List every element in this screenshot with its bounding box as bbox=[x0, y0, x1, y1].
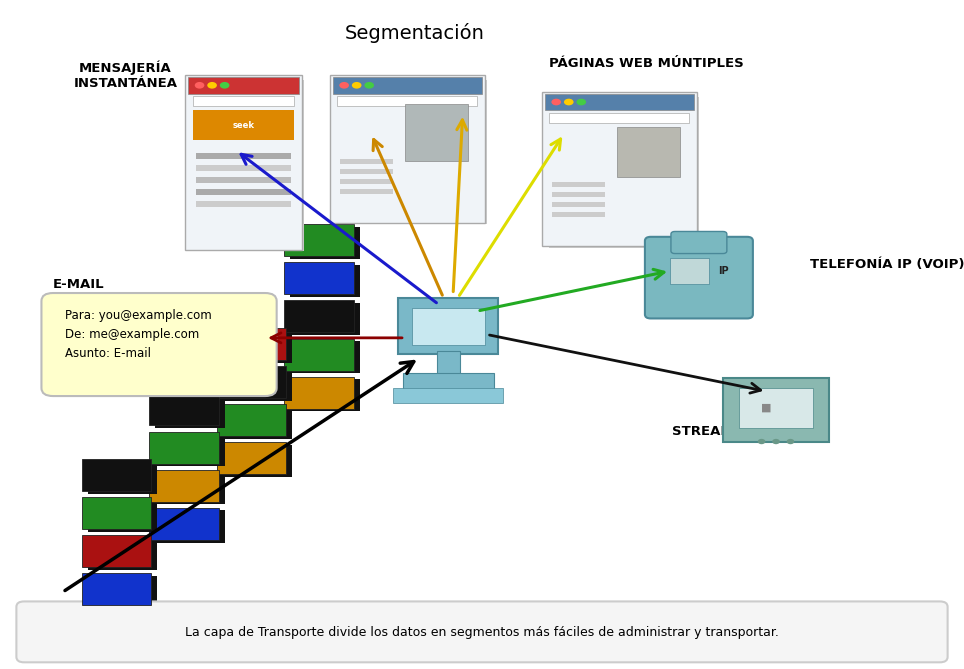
Bar bbox=[340, 159, 393, 164]
Bar bbox=[82, 497, 151, 529]
Bar bbox=[670, 258, 709, 284]
FancyBboxPatch shape bbox=[403, 373, 494, 391]
Text: MENSAJERÍA
INSTANTÁNEA: MENSAJERÍA INSTANTÁNEA bbox=[73, 60, 177, 90]
FancyBboxPatch shape bbox=[337, 80, 487, 224]
Bar bbox=[88, 538, 157, 570]
FancyBboxPatch shape bbox=[41, 293, 277, 396]
FancyBboxPatch shape bbox=[542, 92, 697, 246]
Bar bbox=[188, 77, 299, 94]
Text: seek: seek bbox=[232, 120, 254, 130]
Bar bbox=[196, 165, 291, 171]
Bar bbox=[552, 192, 605, 197]
Bar bbox=[549, 113, 689, 123]
Bar bbox=[217, 328, 286, 360]
Circle shape bbox=[352, 82, 362, 89]
Bar bbox=[217, 366, 286, 398]
Bar bbox=[290, 379, 360, 411]
Bar bbox=[223, 407, 292, 439]
Bar bbox=[284, 339, 354, 371]
FancyBboxPatch shape bbox=[398, 298, 498, 354]
FancyBboxPatch shape bbox=[645, 237, 753, 318]
Bar bbox=[196, 177, 291, 183]
Bar bbox=[223, 330, 292, 363]
Text: TELEFONÍA IP (VOIP): TELEFONÍA IP (VOIP) bbox=[810, 258, 964, 271]
Circle shape bbox=[576, 98, 586, 105]
Bar bbox=[217, 404, 286, 436]
Bar bbox=[196, 153, 291, 159]
Bar bbox=[552, 212, 605, 217]
Bar bbox=[82, 459, 151, 491]
Bar bbox=[155, 434, 225, 466]
Circle shape bbox=[364, 82, 374, 89]
Bar bbox=[284, 377, 354, 409]
FancyBboxPatch shape bbox=[671, 231, 727, 254]
Bar bbox=[437, 351, 460, 375]
Circle shape bbox=[220, 82, 229, 89]
Circle shape bbox=[195, 82, 204, 89]
Circle shape bbox=[772, 439, 780, 444]
Bar bbox=[193, 96, 294, 106]
Bar bbox=[155, 510, 225, 543]
Text: IP: IP bbox=[717, 266, 729, 276]
FancyBboxPatch shape bbox=[330, 75, 485, 223]
Bar bbox=[217, 442, 286, 474]
FancyBboxPatch shape bbox=[723, 378, 829, 442]
Text: ■: ■ bbox=[762, 403, 771, 413]
Bar bbox=[149, 508, 219, 540]
Bar bbox=[196, 189, 291, 195]
Bar bbox=[284, 224, 354, 256]
Bar bbox=[193, 110, 294, 140]
Bar bbox=[290, 265, 360, 297]
FancyBboxPatch shape bbox=[393, 388, 503, 403]
Bar bbox=[617, 127, 680, 177]
Text: E-MAIL: E-MAIL bbox=[53, 278, 105, 291]
FancyBboxPatch shape bbox=[16, 601, 948, 662]
Bar bbox=[552, 182, 605, 187]
Text: Segmentación: Segmentación bbox=[344, 23, 485, 43]
Bar bbox=[412, 308, 485, 345]
Bar bbox=[82, 573, 151, 605]
Bar bbox=[340, 179, 393, 184]
Bar bbox=[196, 201, 291, 207]
FancyBboxPatch shape bbox=[185, 75, 302, 250]
Bar bbox=[284, 300, 354, 332]
Bar bbox=[155, 472, 225, 504]
FancyBboxPatch shape bbox=[193, 80, 304, 251]
Bar bbox=[552, 202, 605, 207]
Text: La capa de Transporte divide los datos en segmentos más fáciles de administrar y: La capa de Transporte divide los datos e… bbox=[185, 626, 779, 639]
Bar bbox=[149, 432, 219, 464]
Bar bbox=[333, 77, 482, 94]
Bar bbox=[149, 470, 219, 502]
Bar bbox=[149, 393, 219, 425]
Bar bbox=[88, 500, 157, 532]
Bar bbox=[290, 303, 360, 335]
Bar bbox=[337, 96, 477, 106]
Bar bbox=[405, 104, 468, 161]
Bar bbox=[290, 227, 360, 259]
Text: STREAMING VIDEO: STREAMING VIDEO bbox=[673, 425, 812, 438]
Circle shape bbox=[787, 439, 794, 444]
Circle shape bbox=[551, 98, 561, 105]
Circle shape bbox=[758, 439, 765, 444]
Bar bbox=[88, 576, 157, 608]
Circle shape bbox=[564, 98, 574, 105]
Bar bbox=[82, 535, 151, 567]
Bar bbox=[88, 462, 157, 494]
Bar bbox=[290, 341, 360, 373]
Bar bbox=[284, 262, 354, 294]
Circle shape bbox=[207, 82, 217, 89]
Bar bbox=[340, 189, 393, 194]
Bar bbox=[223, 369, 292, 401]
Bar bbox=[545, 94, 694, 110]
FancyBboxPatch shape bbox=[549, 97, 699, 248]
Bar bbox=[340, 169, 393, 174]
Text: PÁGINAS WEB MÚNTIPLES: PÁGINAS WEB MÚNTIPLES bbox=[549, 57, 743, 70]
Text: Para: you@example.com
De: me@example.com
Asunto: E-mail: Para: you@example.com De: me@example.com… bbox=[65, 309, 211, 360]
Circle shape bbox=[339, 82, 349, 89]
Bar bbox=[155, 396, 225, 428]
Bar bbox=[223, 445, 292, 477]
Bar bbox=[739, 388, 813, 428]
